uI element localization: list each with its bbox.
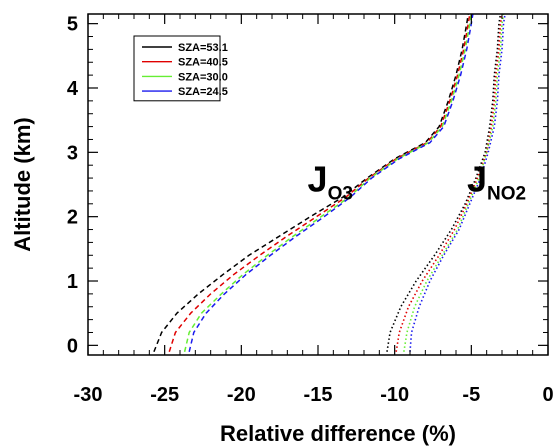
- annotation-subscript: O3: [328, 183, 353, 204]
- series-line-jo3-1: [168, 13, 471, 353]
- y-tick-label: 1: [67, 271, 78, 293]
- series-line-jno2-2: [403, 13, 505, 352]
- series-line-jo3-3: [188, 13, 474, 352]
- legend-label: SZA=30.0: [178, 71, 228, 83]
- y-tick-label: 0: [67, 335, 78, 357]
- annotation-o3: JO3: [308, 158, 353, 204]
- legend: SZA=53.1 SZA=40.5 SZA=30.0 SZA=24.5: [133, 35, 228, 102]
- axis-layer: -30 -25 -20 -15 -10 -5 0 0 1 2 3 4 5: [67, 13, 554, 406]
- x-tick-label: -5: [462, 384, 480, 406]
- x-tick-label: -10: [380, 384, 409, 406]
- series-line-jno2-3: [409, 13, 506, 352]
- legend-label: SZA=53.1: [178, 42, 228, 54]
- y-tick-label: 2: [67, 207, 78, 229]
- x-tick-label: -30: [74, 384, 103, 406]
- annotations: JO3 JNO2: [308, 158, 527, 204]
- y-tick-label: 5: [67, 14, 78, 36]
- legend-label: SZA=24.5: [178, 86, 228, 98]
- series-layer: [153, 13, 506, 353]
- x-tick-label: -20: [227, 384, 256, 406]
- annotation-no2: JNO2: [467, 158, 526, 204]
- y-axis-title: Altitude (km): [10, 117, 35, 251]
- series-line-jo3-0: [153, 13, 470, 353]
- x-axis-title: Relative difference (%): [220, 421, 456, 446]
- x-tick-label: -15: [304, 384, 333, 406]
- series-line-jno2-1: [395, 13, 503, 352]
- annotation-subscript: NO2: [487, 183, 526, 204]
- x-tick-label: 0: [542, 384, 553, 406]
- y-tick-label: 3: [67, 142, 78, 164]
- legend-label: SZA=40.5: [178, 57, 228, 69]
- x-tick-label: -25: [150, 384, 179, 406]
- series-line-jno2-0: [386, 13, 502, 352]
- y-tick-label: 4: [67, 78, 79, 100]
